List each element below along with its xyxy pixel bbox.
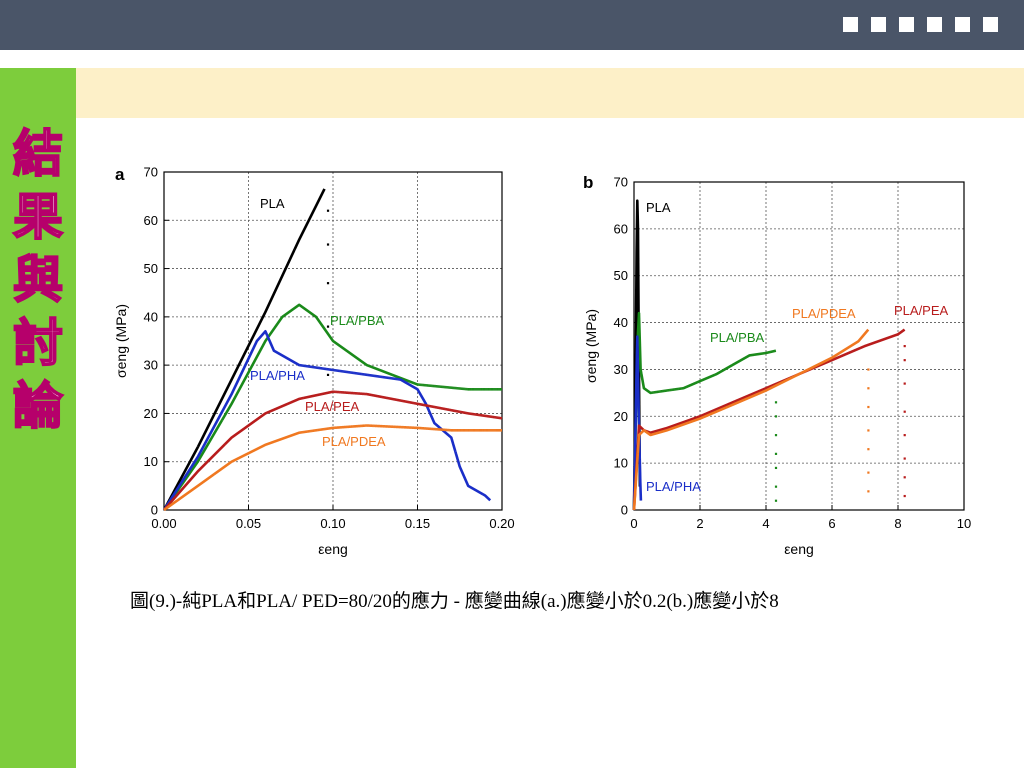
fracture-point	[867, 471, 870, 474]
series-line-pla-pba	[162, 303, 502, 511]
square-icon	[899, 17, 914, 32]
header-decoration	[843, 17, 998, 32]
fracture-point	[774, 466, 778, 470]
y-tick-label: 70	[614, 175, 628, 190]
series-line-pla-pha	[632, 335, 643, 511]
x-tick-label: 0.05	[236, 516, 261, 531]
square-icon	[927, 17, 942, 32]
fracture-point	[774, 499, 778, 502]
x-axis-label: εeng	[784, 541, 814, 557]
y-tick-label: 0	[621, 503, 628, 518]
y-axis-label: σeng (MPa)	[113, 304, 129, 378]
square-icon	[843, 17, 858, 32]
fracture-point	[903, 494, 906, 498]
square-icon	[871, 17, 886, 32]
y-tick-label: 40	[614, 315, 628, 330]
chart-panel-b: b 0 2 4 6 8 10 0 10 20 30 40 50 60 70 εeng σeng (MPa) PLA…	[583, 173, 971, 557]
y-tick-label: 30	[614, 362, 628, 377]
series-line-pla-pdea	[632, 328, 870, 511]
x-tick-label: 0.15	[405, 516, 430, 531]
fracture-point	[326, 209, 330, 212]
panel-label: b	[583, 173, 593, 192]
fracture-point	[774, 401, 778, 404]
series-line-pla-pea	[163, 390, 503, 511]
series-label-pla-pha: PLA/PHA	[250, 368, 305, 383]
square-icon	[983, 17, 998, 32]
fracture-point	[903, 345, 906, 348]
y-tick-label: 50	[144, 261, 158, 276]
series-line-pla-pdea	[163, 424, 502, 512]
fracture-point	[867, 448, 870, 451]
fracture-point	[867, 368, 870, 371]
series-line-pla-pba	[632, 311, 777, 511]
fracture-point	[903, 434, 906, 437]
x-tick-label: 4	[762, 516, 769, 531]
series-line-pla-pha	[162, 330, 492, 511]
x-tick-label: 0.20	[489, 516, 514, 531]
y-tick-label: 30	[144, 358, 158, 373]
series-label-pla-pea: PLA/PEA	[894, 303, 949, 318]
series-line-pla	[162, 188, 326, 511]
y-tick-label: 50	[614, 268, 628, 283]
x-tick-label: 2	[696, 516, 703, 531]
series-label-pla-pba: PLA/PBA	[330, 313, 385, 328]
fracture-point	[903, 410, 906, 413]
y-tick-label: 10	[144, 454, 158, 469]
y-tick-label: 40	[144, 309, 158, 324]
y-tick-label: 70	[144, 165, 158, 180]
fracture-point	[903, 382, 906, 385]
x-tick-label: 0.00	[151, 516, 176, 531]
series-label-pla-pdea: PLA/PDEA	[322, 434, 386, 449]
panel-label: a	[115, 165, 125, 184]
series-label-pla-pba: PLA/PBA	[710, 330, 765, 345]
series-label-pla-pha: PLA/PHA	[646, 479, 701, 494]
square-icon	[955, 17, 970, 32]
fracture-point	[326, 373, 330, 376]
plot-frame	[633, 181, 965, 511]
fracture-point	[903, 476, 906, 479]
fracture-point	[774, 452, 778, 455]
fracture-point	[867, 429, 870, 432]
fracture-point	[326, 325, 330, 328]
y-tick-label: 10	[614, 456, 628, 471]
y-tick-label: 60	[614, 221, 628, 236]
fracture-point	[326, 243, 330, 246]
fracture-point	[326, 282, 330, 285]
series-label-pla: PLA	[646, 200, 671, 215]
title-banner	[76, 68, 1024, 118]
y-tick-label: 20	[144, 406, 158, 421]
plot-frame	[163, 171, 503, 511]
x-tick-label: 8	[894, 516, 901, 531]
fracture-point	[774, 415, 778, 418]
fracture-point	[774, 434, 778, 437]
series-label-pla-pea: PLA/PEA	[305, 399, 360, 414]
x-tick-label: 0	[630, 516, 637, 531]
y-axis-label: σeng (MPa)	[583, 309, 599, 383]
x-tick-label: 0.10	[320, 516, 345, 531]
sidebar	[0, 68, 76, 768]
fracture-point	[903, 359, 906, 362]
x-tick-label: 6	[828, 516, 835, 531]
fracture-point	[867, 490, 870, 493]
fracture-point	[867, 387, 870, 390]
x-axis-label: εeng	[318, 541, 348, 557]
series-label-pla: PLA	[260, 196, 285, 211]
chart-panel-a: a 0.00 0.05 0.10 0.15 0.20 0 10 20 30 40 50 60 70 εeng…	[113, 165, 515, 558]
y-tick-label: 20	[614, 409, 628, 424]
y-tick-label: 60	[144, 213, 158, 228]
slide-title: 結 果 與 討 論	[12, 123, 64, 436]
x-tick-label: 10	[957, 516, 971, 531]
y-tick-label: 0	[151, 503, 158, 518]
fracture-point	[867, 405, 870, 409]
figure-caption: 圖(9.)-純PLA和PLA/ PED=80/20的應力 - 應變曲線(a.)應…	[130, 591, 779, 612]
series-label-pla-pdea: PLA/PDEA	[792, 306, 856, 321]
fracture-point	[903, 457, 906, 460]
fracture-point	[774, 485, 778, 488]
header-bar	[0, 0, 1024, 50]
